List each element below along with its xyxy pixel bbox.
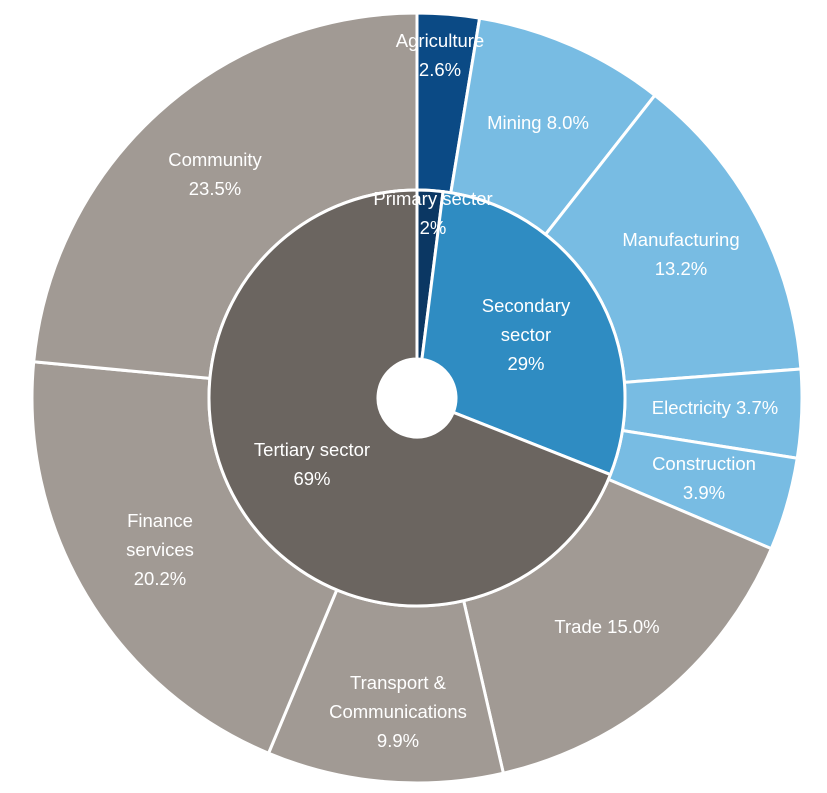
label-secondary-sector: Secondary sector 29% [482,295,571,374]
label-mining: Mining 8.0% [487,112,589,133]
outer-ring [30,11,804,785]
label-agriculture: Agriculture 2.6% [396,30,484,80]
label-primary-sector: Primary sector 2% [373,188,492,238]
label-trade: Trade 15.0% [554,616,659,637]
label-manufacturing: Manufacturing 13.2% [622,229,739,279]
label-tertiary-sector: Tertiary sector 69% [254,439,370,489]
label-finance-services: Finance services 20.2% [126,510,194,589]
labels: Primary sector 2% Secondary sector 29% Tertia… [126,30,778,751]
label-construction: Construction 3.9% [652,453,756,503]
label-community: Community 23.5% [168,149,262,199]
label-transport-communications: Transport & Communications 9.9% [329,672,467,751]
label-electricity: Electricity 3.7% [652,397,778,418]
center-hole [378,359,456,437]
